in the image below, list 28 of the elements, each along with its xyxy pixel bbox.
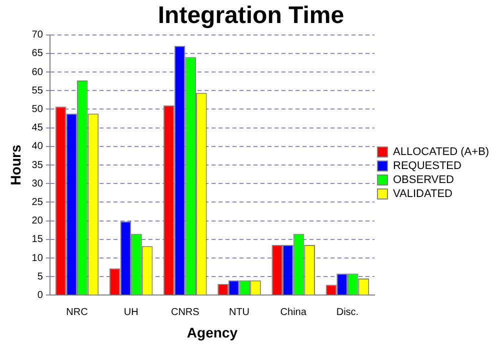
- y-tick-label: 50: [32, 104, 44, 115]
- legend-label: VALIDATED: [393, 188, 453, 200]
- x-tick-label: CNRS: [170, 306, 200, 318]
- y-tick-label: 60: [32, 66, 44, 78]
- y-tick-label: 15: [32, 234, 44, 246]
- chart-title: Integration Time: [158, 2, 344, 30]
- y-tick-label: 5: [37, 271, 44, 282]
- y-tick-label: 35: [32, 160, 44, 171]
- y-tick-label: 25: [32, 196, 44, 208]
- y-tick-label: 55: [32, 85, 44, 96]
- x-tick-label: Disc.: [336, 306, 359, 318]
- y-tick-label: 0: [37, 290, 44, 301]
- legend-label: REQUESTED: [393, 160, 462, 172]
- x-tick-label: NTU: [228, 306, 250, 318]
- y-tick-label: 40: [32, 141, 44, 152]
- y-tick-label: 45: [32, 122, 44, 134]
- y-tick-label: 30: [32, 178, 44, 190]
- x-tick-label: UH: [124, 306, 138, 318]
- y-axis-title: Hours: [7, 144, 24, 186]
- legend-label: ALLOCATED (A+B): [393, 146, 490, 158]
- x-tick-label: China: [280, 306, 307, 318]
- y-tick-label: 70: [32, 30, 44, 41]
- x-tick-label: NRC: [66, 306, 88, 318]
- y-tick-label: 20: [32, 216, 44, 227]
- y-tick-label: 65: [32, 48, 44, 60]
- y-tick-label: 10: [32, 252, 44, 264]
- x-axis-title: Agency: [186, 324, 238, 340]
- legend-label: OBSERVED: [393, 174, 454, 186]
